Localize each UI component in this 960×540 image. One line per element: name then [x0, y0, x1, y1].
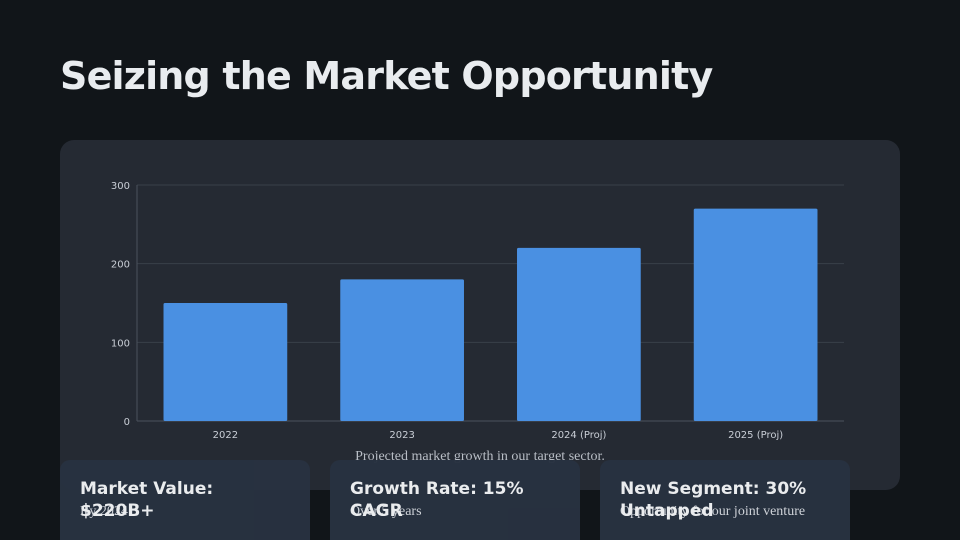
- x-tick-label: 2022: [213, 430, 238, 441]
- y-tick-label: 300: [111, 181, 130, 192]
- y-tick-label: 0: [124, 417, 130, 428]
- stat-title-new-segment: New Segment: 30% Untapped: [620, 479, 807, 521]
- slide-title: Seizing the Market Opportunity: [60, 54, 713, 98]
- x-tick-label: 2023: [389, 430, 414, 441]
- bar-chart: 0 100 200 300 2022 2023 2024 (Proj) 2025 (Proj): [111, 181, 844, 441]
- stat-card-growth-rate: Growth Rate: 15% CAGR Over 5 years: [330, 460, 580, 540]
- bar: [517, 247, 641, 421]
- stat-title-market-value: Market Value: $220B+: [80, 479, 214, 521]
- stat-card-new-segment: New Segment: 30% Untapped Opportunity fo…: [600, 460, 850, 540]
- x-tick-label: 2024 (Proj): [551, 430, 606, 441]
- chart-card: 0 100 200 300 2022 2023 2024 (Proj) 2025 (Proj)…: [60, 140, 900, 490]
- stat-subtitle-market-value: By 2024: [80, 504, 128, 519]
- y-tick-label: 200: [111, 260, 130, 271]
- bar: [340, 279, 464, 421]
- bar: [163, 303, 288, 421]
- stat-card-market-value: Market Value: $220B+ By 2024: [60, 460, 310, 540]
- stat-subtitle-growth-rate: Over 5 years: [350, 504, 422, 519]
- stat-subtitle-new-segment: Opportunity for our joint venture: [620, 504, 806, 519]
- bar: [693, 208, 818, 421]
- y-tick-label: 100: [111, 338, 130, 349]
- stat-title-growth-rate: Growth Rate: 15% CAGR: [350, 479, 524, 521]
- x-tick-label: 2025 (Proj): [728, 430, 783, 441]
